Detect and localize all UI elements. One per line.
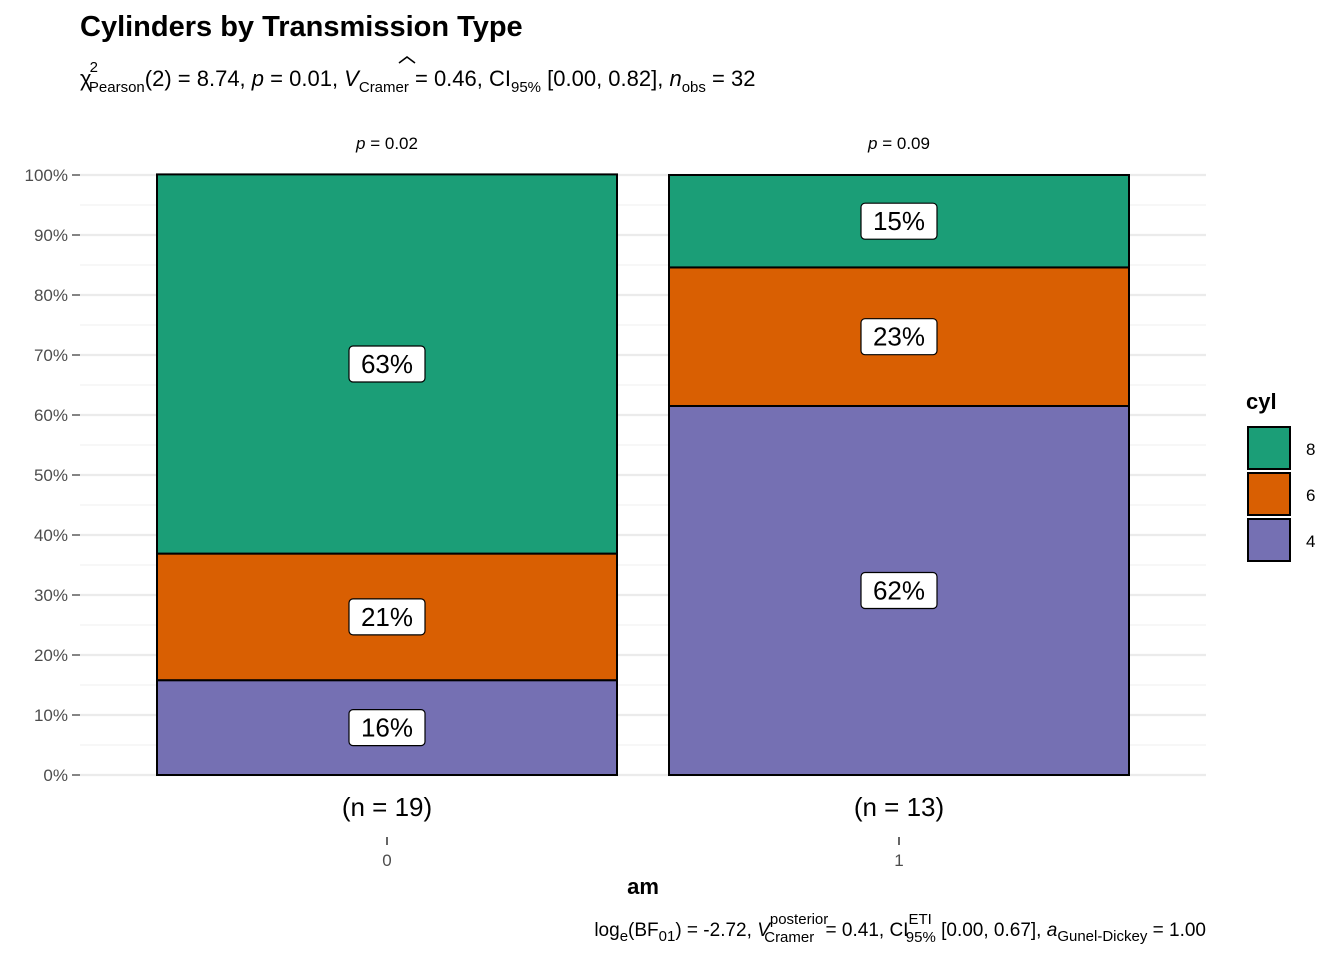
data-label: 63% (361, 349, 413, 379)
legend-title: cyl (1246, 389, 1277, 414)
y-tick-label: 20% (34, 646, 68, 665)
data-label-box (348, 345, 426, 383)
y-tick-label: 60% (34, 406, 68, 425)
chart-caption: loge(BF01) = -2.72, Vposterior Cramer = 0… (594, 911, 1206, 946)
data-label-box (860, 318, 938, 356)
sample-size-label: (n = 19) (342, 792, 432, 822)
data-label-box (348, 708, 426, 747)
bars: 16% 21% 63% 62% 23% 15% (156, 173, 1130, 777)
v-hat: V (344, 66, 361, 91)
legend-label: 8 (1306, 440, 1315, 459)
y-axis: 0% 10% 20% 30% 40% 50% 60% 70% 80% 90% 100% (25, 166, 80, 785)
data-label-box (860, 202, 938, 240)
legend-swatch (1247, 426, 1291, 470)
chart-title: Cylinders by Transmission Type (80, 11, 523, 43)
y-tick-label: 100% (25, 166, 68, 185)
sample-size-label: (n = 13) (854, 792, 944, 822)
x-tick-label: 0 (382, 851, 391, 870)
legend-swatch (1247, 472, 1291, 516)
x-tick-label: 1 (894, 851, 903, 870)
y-tick-label: 70% (34, 346, 68, 365)
data-label: 15% (873, 206, 925, 236)
x-axis: (n = 19) 0 (n = 13) 1 (342, 792, 944, 870)
y-tick-label: 30% (34, 586, 68, 605)
legend: cyl 8 6 4 (1246, 389, 1315, 562)
y-tick-label: 40% (34, 526, 68, 545)
y-tick-label: 50% (34, 466, 68, 485)
legend-swatch (1247, 518, 1291, 562)
data-label-box (860, 571, 938, 610)
data-label: 62% (873, 576, 925, 606)
legend-label: 4 (1306, 532, 1315, 551)
x-axis-title: am (627, 874, 659, 899)
y-tick-label: 90% (34, 226, 68, 245)
strip-labels: p = 0.02 p = 0.09 (355, 134, 930, 153)
y-tick-label: 80% (34, 286, 68, 305)
y-tick-label: 0% (43, 766, 68, 785)
data-label-box (348, 598, 426, 636)
data-label: 23% (873, 322, 925, 352)
v-hat-mark (398, 56, 416, 64)
legend-label: 6 (1306, 486, 1315, 505)
strip-p-value: p = 0.02 (355, 134, 418, 153)
y-tick-label: 10% (34, 706, 68, 725)
chart-subtitle: χ2 Pearson(2) = 8.74, p = 0.01, VCramer =… (80, 59, 755, 96)
data-label: 21% (361, 602, 413, 632)
strip-p-value: p = 0.09 (867, 134, 930, 153)
data-label: 16% (361, 713, 413, 743)
